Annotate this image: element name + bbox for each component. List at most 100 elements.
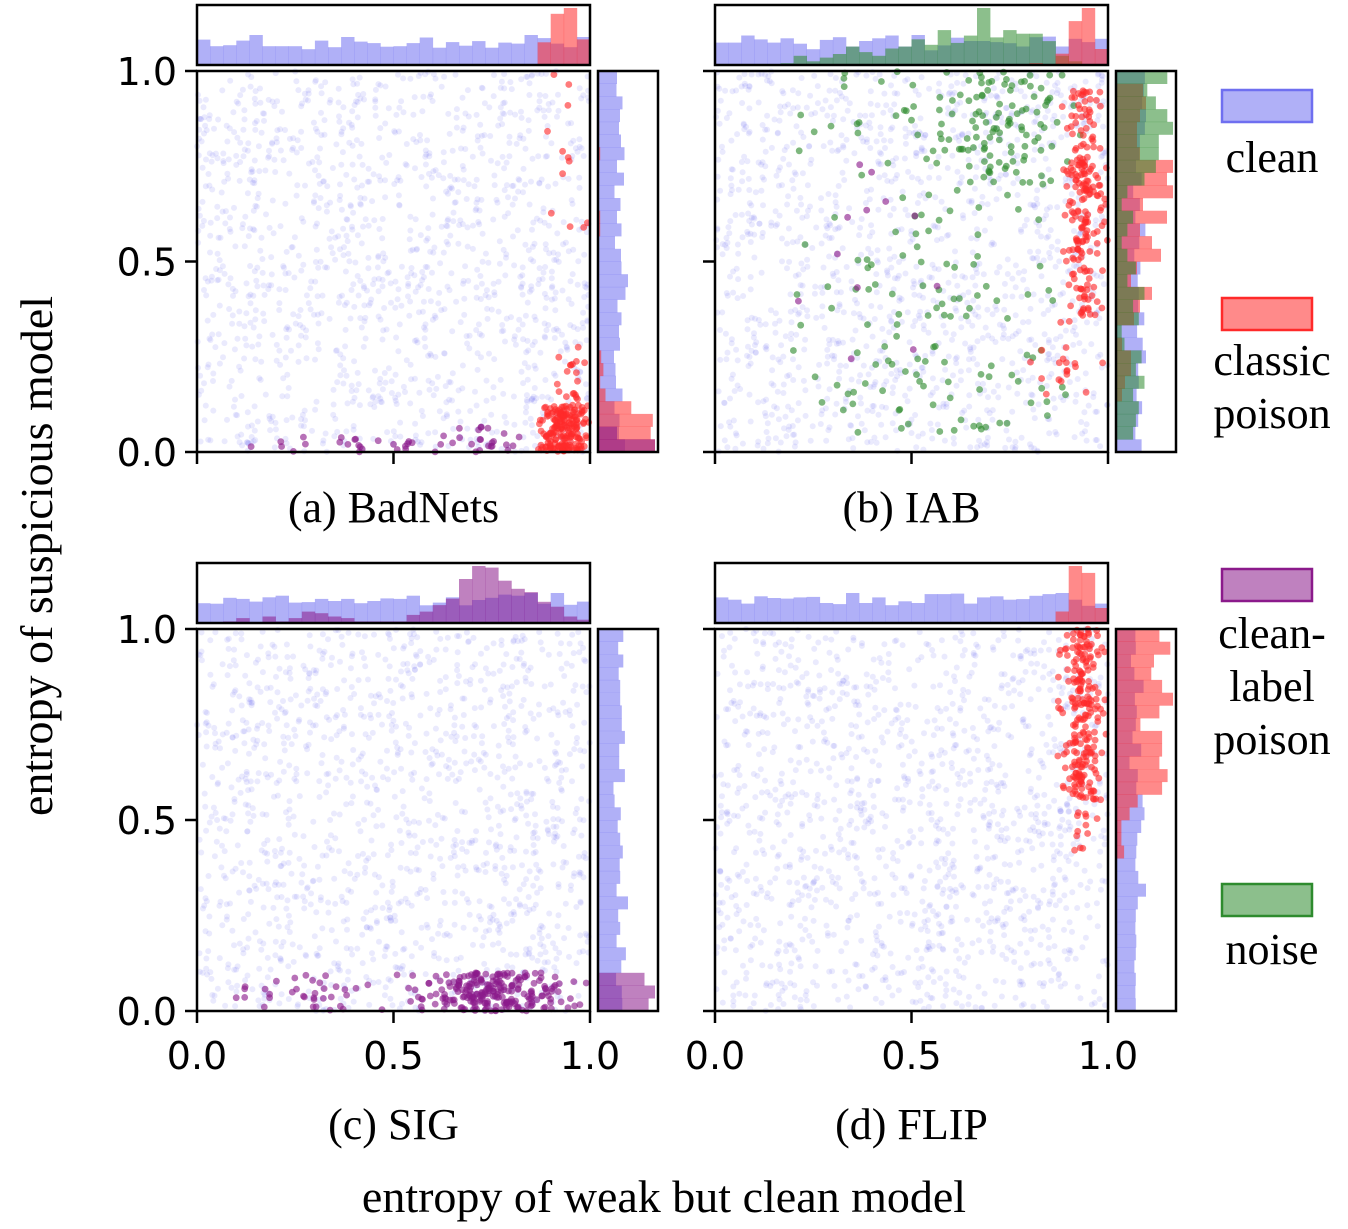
data-point (337, 192, 344, 199)
data-point (253, 118, 260, 124)
data-point (411, 663, 418, 670)
data-point (997, 172, 1004, 179)
data-point (445, 110, 452, 117)
data-point (350, 998, 357, 1005)
data-point (764, 77, 770, 84)
data-point (744, 158, 751, 165)
data-point (747, 286, 754, 293)
data-point (831, 356, 837, 363)
data-point (1054, 79, 1061, 86)
data-point (507, 951, 514, 958)
data-point (543, 327, 550, 334)
data-point (955, 133, 962, 140)
data-point (970, 422, 978, 430)
data-point (223, 122, 230, 129)
hist-bar (1116, 159, 1156, 173)
data-point (434, 752, 441, 759)
data-point (354, 232, 361, 239)
data-point (359, 161, 366, 168)
data-point (856, 161, 864, 169)
data-point (952, 248, 958, 255)
data-point (285, 815, 292, 822)
data-point (1028, 391, 1035, 398)
data-point (504, 684, 511, 691)
data-point (954, 101, 961, 108)
data-point (509, 683, 515, 690)
data-point (425, 225, 432, 232)
data-point (995, 394, 1002, 401)
data-point (472, 207, 479, 214)
data-point (345, 250, 352, 257)
data-point (455, 775, 462, 782)
data-point (1085, 275, 1093, 282)
data-point (256, 168, 263, 175)
data-point (241, 728, 248, 735)
data-point (532, 811, 538, 818)
data-point (1037, 121, 1045, 128)
data-point (745, 210, 752, 217)
data-point (348, 388, 355, 394)
data-point (884, 177, 891, 184)
data-point (248, 699, 255, 706)
data-point (370, 171, 377, 178)
data-point (433, 748, 440, 755)
data-point (861, 380, 869, 387)
data-point (544, 153, 550, 160)
data-point (786, 372, 793, 379)
data-point (375, 275, 382, 282)
data-point (732, 212, 739, 218)
data-point (518, 802, 524, 809)
data-point (837, 289, 844, 296)
data-point (1071, 324, 1078, 331)
data-point (303, 743, 309, 750)
data-point (577, 870, 584, 876)
data-point (1031, 415, 1038, 422)
data-point (277, 223, 284, 230)
data-point (563, 393, 570, 400)
data-point (278, 991, 285, 998)
data-point (834, 148, 841, 154)
data-point (204, 317, 211, 324)
data-point (203, 827, 210, 834)
data-point (257, 85, 263, 92)
data-point (361, 869, 368, 876)
data-point (1045, 339, 1052, 346)
hist-bar (990, 37, 1004, 65)
data-point (316, 180, 323, 187)
data-point (783, 143, 790, 150)
data-point (794, 104, 801, 111)
data-point (455, 189, 462, 196)
data-point (1047, 227, 1054, 234)
data-point (203, 127, 210, 134)
data-point (410, 111, 417, 118)
data-point (254, 725, 260, 732)
data-point (1099, 267, 1106, 274)
data-point (569, 401, 576, 409)
data-point (1062, 344, 1070, 351)
data-point (277, 147, 284, 154)
data-point (227, 228, 234, 235)
data-point (283, 905, 290, 912)
data-point (533, 875, 540, 882)
data-point (463, 333, 470, 340)
data-point (534, 433, 541, 440)
data-point (729, 371, 736, 378)
data-point (277, 955, 284, 962)
data-point (219, 87, 226, 94)
data-point (225, 979, 232, 986)
data-point (719, 241, 726, 248)
data-point (251, 882, 258, 889)
data-point (341, 677, 348, 684)
data-point (581, 280, 588, 287)
data-point (354, 369, 361, 376)
data-point (381, 305, 388, 311)
data-point (717, 356, 724, 363)
data-point (326, 716, 333, 723)
data-point (392, 371, 399, 378)
data-point (965, 97, 973, 105)
data-point (385, 269, 392, 276)
data-point (1081, 120, 1088, 127)
data-point (473, 294, 480, 301)
data-point (220, 150, 227, 157)
data-point (881, 382, 888, 388)
